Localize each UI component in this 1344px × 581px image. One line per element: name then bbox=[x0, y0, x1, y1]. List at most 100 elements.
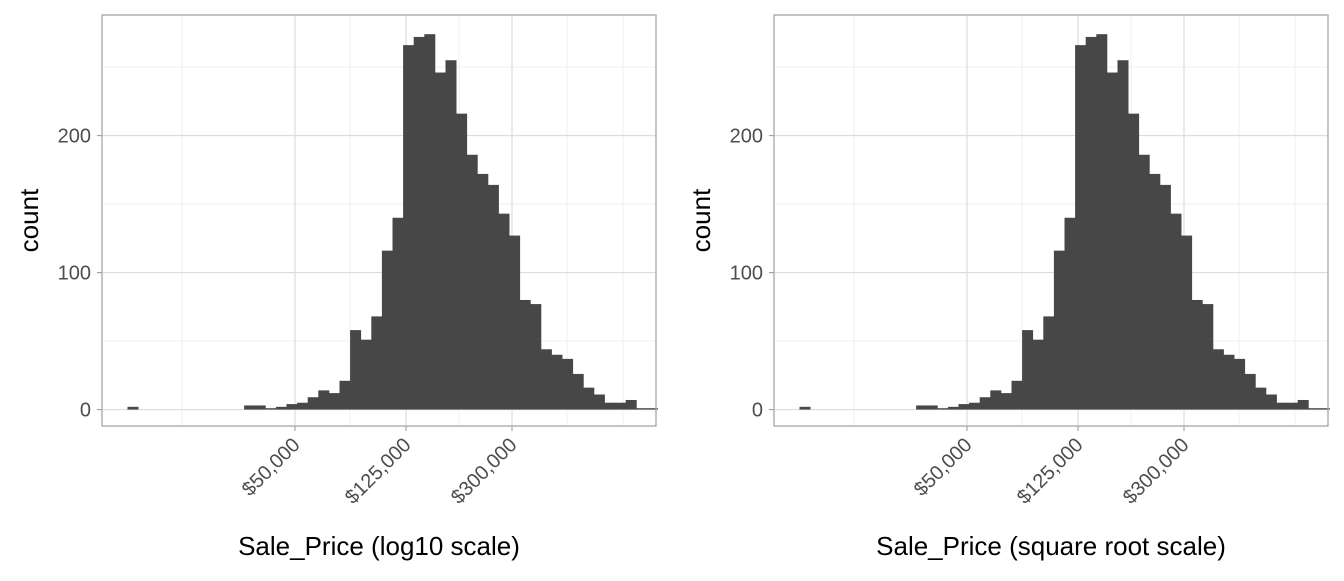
histogram-bar bbox=[1128, 113, 1140, 410]
histogram-bar bbox=[392, 217, 404, 410]
histogram-bar bbox=[1159, 184, 1171, 410]
y-tick-label: 0 bbox=[80, 400, 91, 422]
histogram-bar bbox=[1265, 394, 1277, 410]
histogram-bar bbox=[297, 402, 309, 410]
histogram-bar bbox=[1255, 387, 1267, 410]
histogram-bar bbox=[1212, 349, 1224, 410]
histogram-bar bbox=[307, 397, 319, 410]
histogram-bar bbox=[562, 358, 574, 410]
histogram-bar bbox=[286, 404, 298, 410]
histogram-bar bbox=[498, 213, 510, 410]
histogram-bar bbox=[540, 349, 552, 410]
histogram-bar bbox=[958, 404, 970, 410]
histogram-bar bbox=[646, 408, 658, 410]
histogram-bar bbox=[1053, 250, 1065, 410]
histogram-bar bbox=[916, 405, 928, 410]
histogram-bar bbox=[424, 34, 436, 410]
histogram-bar bbox=[1000, 393, 1012, 410]
histogram-bar bbox=[127, 406, 139, 410]
histogram-bar bbox=[636, 408, 648, 410]
histogram-bar bbox=[445, 60, 457, 410]
histogram-bar bbox=[1202, 304, 1214, 410]
histogram-bar bbox=[1276, 402, 1288, 410]
histogram-bar bbox=[1149, 173, 1161, 410]
histogram-bar bbox=[318, 390, 330, 410]
histogram-bar bbox=[1191, 299, 1203, 410]
histogram-bar bbox=[1117, 60, 1129, 410]
histogram-bar bbox=[519, 299, 531, 410]
histogram-bar bbox=[947, 406, 959, 410]
x-tick-label: $50,000 bbox=[910, 434, 977, 501]
histogram-bar bbox=[604, 402, 616, 410]
histogram-bar bbox=[1011, 380, 1023, 410]
histogram-bar bbox=[456, 113, 468, 410]
histogram-bar bbox=[466, 154, 478, 410]
histogram-bar bbox=[509, 235, 521, 410]
histogram-bar bbox=[1064, 217, 1076, 410]
histogram-bar bbox=[350, 330, 362, 410]
x-tick-label: $125,000 bbox=[1013, 434, 1088, 509]
histogram-bar bbox=[360, 339, 372, 410]
histogram-bar bbox=[403, 45, 415, 410]
histogram-bar bbox=[615, 402, 627, 410]
histogram-bar bbox=[1223, 354, 1235, 410]
histogram-bar bbox=[530, 304, 542, 410]
histogram-bar bbox=[254, 405, 266, 410]
histogram-bar bbox=[979, 397, 991, 410]
histogram-bar bbox=[381, 250, 393, 410]
histogram-bar bbox=[1170, 213, 1182, 410]
histogram-bar bbox=[275, 406, 287, 410]
histogram-bar bbox=[487, 184, 499, 410]
y-axis-title: count bbox=[14, 188, 44, 252]
histogram-bar bbox=[265, 408, 277, 410]
y-tick-label: 100 bbox=[730, 263, 763, 285]
x-tick-label: $300,000 bbox=[447, 434, 522, 509]
histogram-bar bbox=[1022, 330, 1034, 410]
x-axis-title: Sale_Price (log10 scale) bbox=[238, 531, 520, 561]
histogram-bar bbox=[1096, 34, 1108, 410]
y-tick-label: 200 bbox=[58, 126, 91, 148]
y-axis-title: count bbox=[686, 188, 716, 252]
histogram-bar bbox=[244, 405, 256, 410]
histogram-bar bbox=[926, 405, 938, 410]
histogram-bar bbox=[593, 394, 605, 410]
histogram-bar bbox=[1138, 154, 1150, 410]
histogram-bar bbox=[1318, 408, 1330, 410]
histogram-bar bbox=[1287, 402, 1299, 410]
histogram-bar bbox=[328, 393, 340, 410]
histogram-bar bbox=[625, 399, 637, 410]
histogram-bar bbox=[572, 373, 584, 410]
x-tick-label: $125,000 bbox=[341, 434, 416, 509]
y-tick-label: 0 bbox=[752, 400, 763, 422]
x-tick-label: $300,000 bbox=[1119, 434, 1194, 509]
panel-1: 0 100 200 $50,000 $125,000 $300,000 Sale_Price… bbox=[14, 14, 658, 561]
histogram-bar bbox=[339, 380, 351, 410]
histogram-bar bbox=[1181, 235, 1193, 410]
histogram-bar bbox=[1032, 339, 1044, 410]
x-axis-title: Sale_Price (square root scale) bbox=[876, 531, 1226, 561]
panel-2: 0 100 200 $50,000 $125,000 $300,000 Sale_Price… bbox=[686, 14, 1330, 561]
histogram-bar bbox=[1244, 373, 1256, 410]
histogram-bar bbox=[799, 406, 811, 410]
histogram-bar bbox=[937, 408, 949, 410]
histogram-bar bbox=[1234, 358, 1246, 410]
histogram-bar bbox=[1297, 399, 1309, 410]
histogram-bar bbox=[434, 72, 446, 410]
y-tick-label: 200 bbox=[730, 126, 763, 148]
histogram-bar bbox=[1106, 72, 1118, 410]
histogram-bar bbox=[477, 173, 489, 410]
histogram-bar bbox=[551, 354, 563, 410]
histogram-bar bbox=[990, 390, 1002, 410]
histogram-bar bbox=[413, 36, 425, 410]
histogram-bar bbox=[1085, 36, 1097, 410]
histogram-bar bbox=[371, 316, 383, 410]
y-tick-label: 100 bbox=[58, 263, 91, 285]
x-tick-label: $50,000 bbox=[238, 434, 305, 501]
panel-border bbox=[773, 14, 1329, 427]
histogram-bar bbox=[583, 387, 595, 410]
histogram-bar bbox=[1043, 316, 1055, 410]
panel-border bbox=[101, 14, 657, 427]
histogram-bar bbox=[1308, 408, 1320, 410]
